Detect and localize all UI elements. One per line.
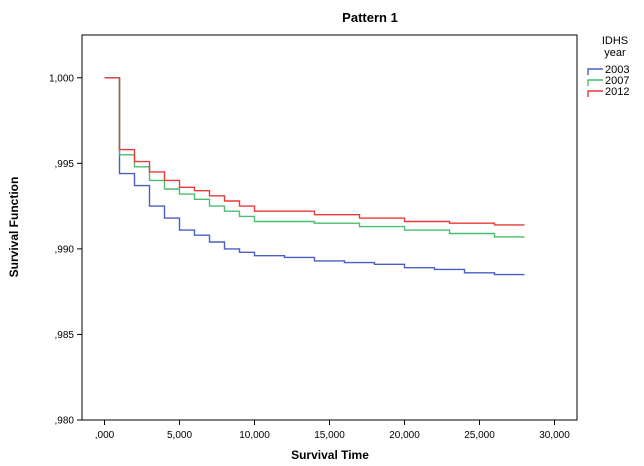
plot-area [81,34,578,421]
x-tick-label: 30,000 [539,430,570,441]
y-axis-title: Survival Function [7,177,21,278]
legend-title-line-2: year [604,47,626,59]
legend-label-2007: 2007 [605,75,629,87]
x-tick-label: ,000 [95,430,115,441]
x-tick-label: 5,000 [167,430,192,441]
x-tick-label: 25,000 [464,430,495,441]
x-tick-label: 15,000 [314,430,345,441]
x-axis-title: Survival Time [291,448,369,462]
series-lines [104,77,525,276]
y-tick-label: ,980 [55,416,75,427]
legend-swatch-2012 [587,90,603,97]
series-line-2012 [104,77,525,226]
x-axis: ,000 5,000 10,000 15,000 20,000 25,000 30,000 [95,420,570,441]
y-axis: ,980 ,985 ,990 ,995 1,000 [49,73,82,427]
legend-label-2003: 2003 [605,64,629,76]
y-tick-label: ,985 [55,330,75,341]
legend-label-2012: 2012 [605,86,629,98]
legend-swatch-2003 [587,68,603,75]
x-tick-label: 10,000 [239,430,270,441]
y-tick-label: 1,000 [49,73,74,84]
chart-title: Pattern 1 [342,10,398,25]
y-tick-label: ,995 [55,159,75,170]
series-line-2003 [104,77,525,276]
x-tick-label: 20,000 [389,430,420,441]
y-tick-label: ,990 [55,244,75,255]
legend-swatch-2007 [587,79,603,86]
legend-title-line-1: IDHS [602,35,628,47]
